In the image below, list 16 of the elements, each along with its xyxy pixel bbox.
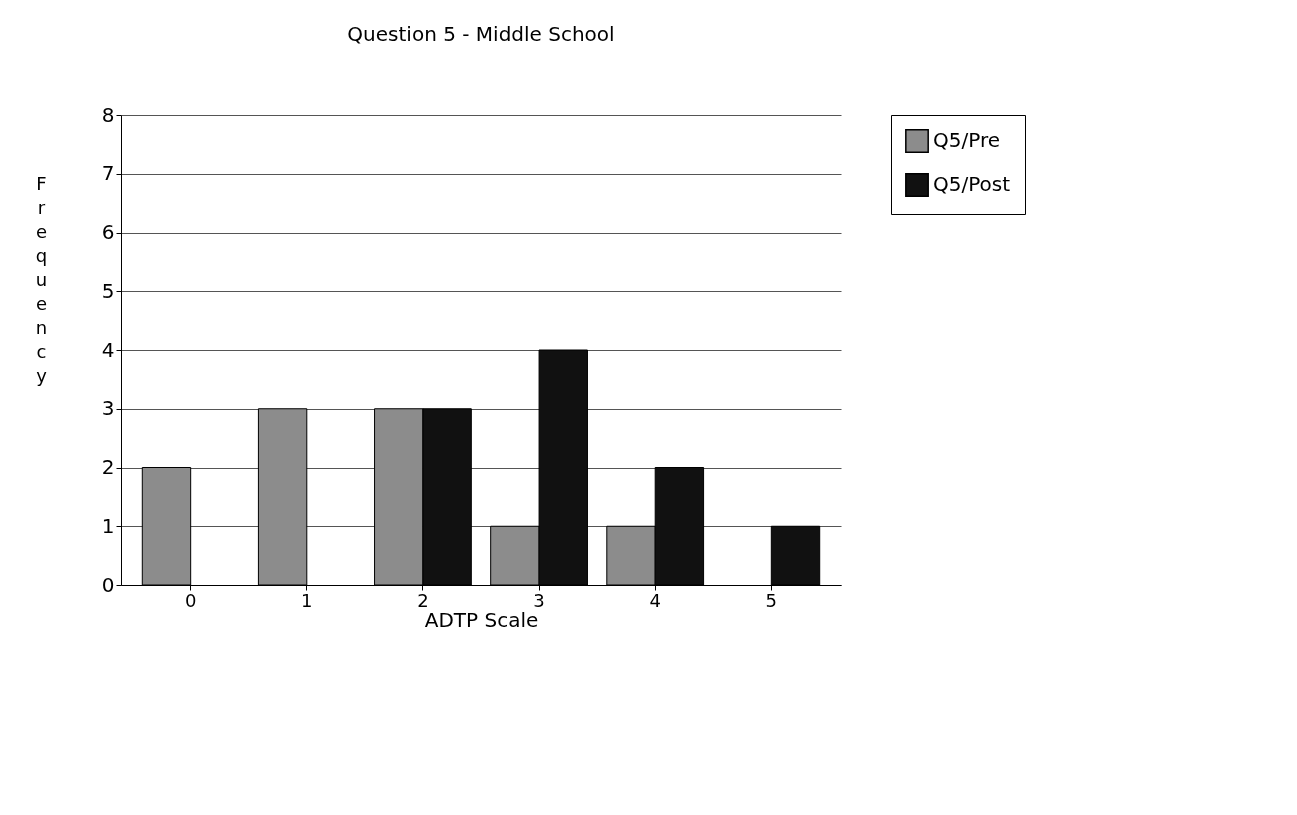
text: Frequency: [35, 172, 48, 386]
y-tick-label: 8: [101, 102, 115, 127]
y-tick-label: 3: [101, 396, 115, 421]
y-tick-label: 6: [101, 220, 115, 244]
chart-title: Question 5 - Middle School: [347, 22, 615, 46]
y-tick-label: 7: [101, 161, 115, 186]
y-tick-label: 5: [101, 278, 115, 303]
x-tick-label: 0: [184, 589, 197, 611]
x-tick-label: 1: [301, 589, 313, 611]
y-tick-label: 1: [101, 513, 115, 538]
legend-label: Q5/Post: [933, 172, 1011, 196]
legend-label: Q5/Pre: [933, 128, 1001, 152]
x-tick-label: 4: [649, 589, 661, 611]
y-tick-label: 4: [101, 337, 115, 362]
y-tick-label: 2: [101, 455, 115, 479]
x-tick-label: 5: [765, 589, 778, 611]
